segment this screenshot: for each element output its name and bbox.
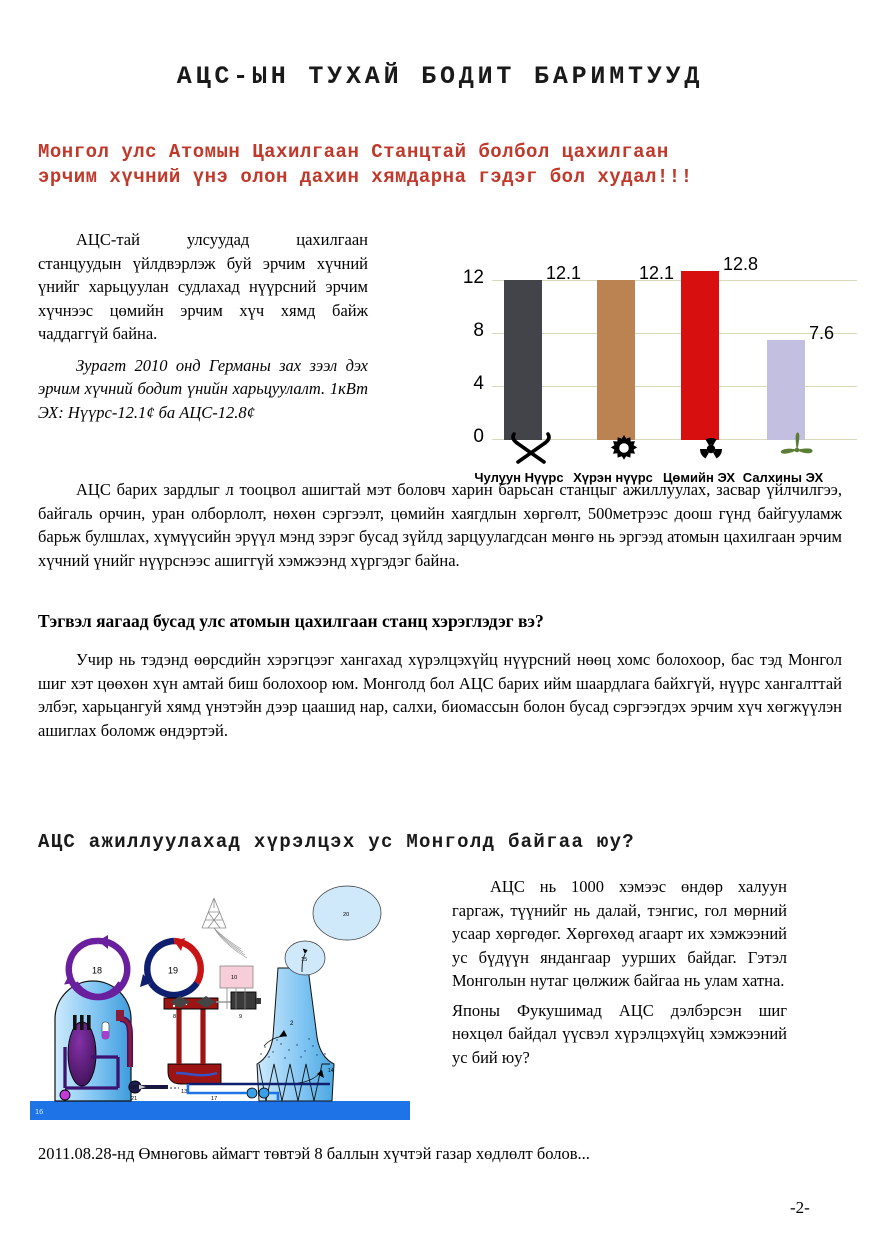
svg-text:19: 19 — [168, 966, 178, 976]
svg-text:21: 21 — [131, 1096, 137, 1102]
svg-text:17: 17 — [211, 1096, 217, 1102]
svg-text:18: 18 — [92, 966, 102, 976]
svg-text:9: 9 — [239, 1014, 242, 1020]
svg-text:8: 8 — [173, 1014, 176, 1020]
svg-text:15: 15 — [301, 957, 307, 963]
svg-text:20: 20 — [343, 912, 349, 918]
svg-text:14: 14 — [328, 1068, 334, 1074]
svg-text:10: 10 — [231, 975, 237, 981]
svg-text:16: 16 — [35, 1107, 43, 1116]
svg-text:13: 13 — [181, 1089, 187, 1095]
